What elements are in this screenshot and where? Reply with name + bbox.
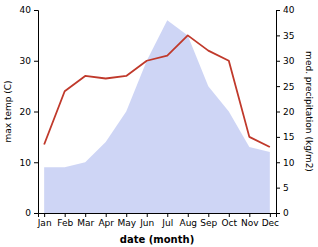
tick: 40 (20, 5, 38, 15)
tick-mark (106, 213, 107, 217)
x-axis-title: date (month) (120, 234, 194, 245)
tick-mark (276, 61, 280, 62)
chart: Jan Feb Mar AprMayJun Jul AugSep OctNovDec 0 10 2… (0, 0, 318, 247)
tick: 40 (276, 5, 295, 15)
axis-line (39, 214, 277, 218)
tick: Dec (262, 213, 279, 228)
tick-mark (276, 112, 280, 113)
tick-label: Jan (37, 218, 52, 228)
tick: Jun (139, 213, 154, 228)
tick-label: 35 (283, 31, 294, 41)
tick: 20 (20, 107, 38, 117)
tick-label: Mar (77, 218, 94, 228)
plot: Jan Feb Mar AprMayJun Jul AugSep OctNovDec 0 10 2… (20, 5, 295, 228)
tick-label: 20 (20, 107, 32, 117)
chart-container: Jan Feb Mar AprMayJun Jul AugSep OctNovDec 0 10 2… (0, 0, 318, 247)
x-axis: Jan Feb Mar AprMayJun Jul AugSep OctNovDec (37, 213, 279, 228)
tick-label: 40 (20, 5, 32, 15)
tick-mark (249, 213, 250, 217)
tick-label: Dec (262, 218, 279, 228)
tick: 35 (276, 31, 294, 41)
tick-label: 15 (283, 132, 294, 142)
tick-label: 25 (283, 82, 294, 92)
tick-label: Aug (179, 218, 197, 228)
y-axis: 0 10 20 30 40 (20, 5, 39, 218)
tick: Apr (98, 213, 114, 228)
tick: 25 (276, 82, 294, 92)
tick-mark (276, 162, 280, 163)
tick-mark (65, 213, 66, 217)
tick-label: Nov (241, 218, 259, 228)
tick: 10 (20, 158, 38, 168)
tick: 0 (25, 208, 38, 218)
tick-mark (44, 213, 45, 217)
tick-mark (276, 137, 280, 138)
tick-label: 40 (283, 5, 295, 15)
tick: 0 (276, 208, 289, 218)
tick-label: Jul (161, 218, 173, 228)
tick: 20 (276, 107, 295, 117)
tick-label: 20 (283, 107, 295, 117)
tick-label: 0 (25, 208, 31, 218)
axis-line (277, 11, 281, 214)
tick: 30 (20, 56, 38, 66)
tick: Jan (37, 213, 52, 228)
tick-mark (276, 213, 280, 214)
tick: 15 (276, 132, 294, 142)
tick-mark (276, 86, 280, 87)
tick-mark (270, 213, 271, 217)
tick: Nov (241, 213, 259, 228)
tick-mark (276, 10, 280, 11)
tick-mark (276, 188, 280, 189)
tick-mark (34, 61, 38, 62)
tick-label: 10 (283, 158, 295, 168)
tick: Oct (222, 213, 238, 228)
tick-label: 30 (20, 56, 32, 66)
y-axis-title: max temp (C) (3, 80, 13, 142)
tick: 30 (276, 56, 295, 66)
tick-label: Oct (222, 218, 238, 228)
tick-label: Feb (57, 218, 73, 228)
tick-mark (34, 213, 38, 214)
series-group (44, 20, 270, 213)
y2-axis: 0 5 10 15 20 25 30 35 40 (276, 5, 295, 218)
area (44, 20, 270, 213)
tick: Sep (200, 213, 217, 228)
tick-mark (147, 213, 148, 217)
y2-axis-title: med. precipitation (kg/m2) (304, 51, 314, 172)
tick-mark (85, 213, 86, 217)
tick: May (117, 213, 136, 228)
tick-mark (167, 213, 168, 217)
tick-mark (229, 213, 230, 217)
tick: Jul (161, 213, 173, 228)
tick-label: May (117, 218, 136, 228)
tick-mark (34, 162, 38, 163)
tick-label: Sep (200, 218, 217, 228)
tick-mark (34, 10, 38, 11)
tick: 10 (276, 158, 295, 168)
tick-mark (276, 35, 280, 36)
tick: Mar (77, 213, 94, 228)
tick: Feb (57, 213, 73, 228)
tick-label: 0 (283, 208, 289, 218)
tick-mark (188, 213, 189, 217)
line (44, 35, 270, 147)
tick-mark (126, 213, 127, 217)
tick-label: 10 (20, 158, 32, 168)
tick-mark (34, 112, 38, 113)
tick-mark (208, 213, 209, 217)
tick-label: Jun (139, 218, 154, 228)
tick: 5 (276, 183, 289, 193)
tick: Aug (179, 213, 197, 228)
axis-line (34, 11, 39, 214)
tick-label: Apr (98, 218, 114, 228)
tick-label: 5 (283, 183, 289, 193)
tick-label: 30 (283, 56, 295, 66)
